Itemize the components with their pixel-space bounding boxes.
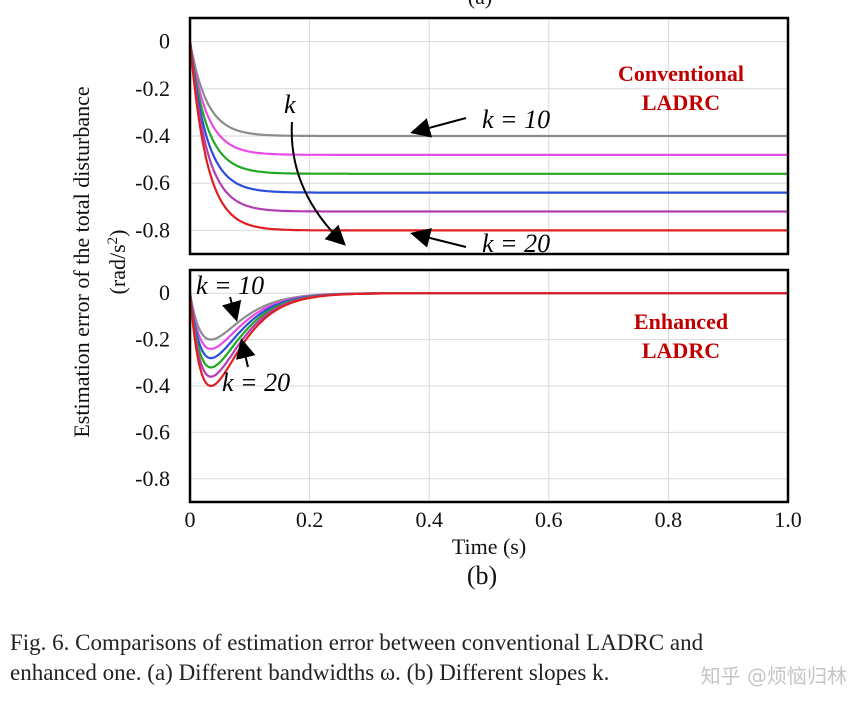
y-tick-label: -0.4 — [135, 123, 170, 148]
x-tick-labels: 0 0.2 0.4 0.6 0.8 1.0 — [185, 507, 802, 532]
k10-arrow — [221, 296, 242, 322]
series-line — [190, 41, 788, 213]
x-tick-label: 0.2 — [296, 507, 324, 532]
series-line — [190, 292, 788, 378]
y-unit-suffix: ) — [105, 230, 130, 237]
y-unit-prefix: (rad/s — [105, 244, 130, 294]
k10-label: k = 10 — [196, 271, 264, 300]
panel-enhanced: 0 -0.2 -0.4 -0.6 -0.8 0 0.2 0.4 0.6 0.8 1.0 Enhan… — [135, 268, 802, 532]
x-tick-label: 0.6 — [535, 507, 563, 532]
series-line — [190, 41, 788, 175]
figure: (a) 0 -0.2 -0.4 -0.6 -0.8 Conventional LADRC… — [69, 0, 802, 590]
k-arrow-label: k — [284, 90, 296, 119]
k20-arrow — [236, 338, 256, 368]
y-axis-label-line1: Estimation error of the total disturbanc… — [69, 86, 94, 437]
y-tick-label: 0 — [159, 29, 170, 54]
x-axis-label: Time (s) — [452, 534, 526, 559]
y-tick-label: -0.8 — [135, 217, 170, 242]
series-line — [190, 41, 788, 232]
axes-frame — [188, 268, 790, 504]
series-line — [190, 292, 788, 387]
caption-line2: enhanced one. (a) Different bandwidths ω… — [10, 660, 610, 685]
k20-label: k = 20 — [222, 368, 290, 397]
k20-label: k = 20 — [482, 229, 550, 258]
y-tick-labels: 0 -0.2 -0.4 -0.6 -0.8 — [135, 280, 170, 491]
panel-title-line1: Conventional — [618, 61, 744, 86]
panel-title-line2: LADRC — [642, 90, 720, 115]
x-tick-label: 1.0 — [774, 507, 802, 532]
y-tick-label: -0.2 — [135, 327, 170, 352]
subfig-label-b: (b) — [467, 561, 497, 590]
y-tick-label: -0.6 — [135, 419, 170, 444]
y-tick-label: -0.6 — [135, 170, 170, 195]
panel-title-line1: Enhanced — [634, 309, 728, 334]
watermark: 知乎 @烦恼归林 — [700, 664, 847, 688]
panel-title-line2: LADRC — [642, 338, 720, 363]
axes-frame — [188, 16, 790, 256]
series-line — [190, 41, 788, 194]
k10-label: k = 10 — [482, 105, 550, 134]
y-axis-label: Estimation error of the total disturbanc… — [69, 86, 94, 437]
k20-arrow — [410, 228, 467, 248]
series-group — [190, 292, 788, 387]
subfig-label-a: (a) — [468, 0, 492, 9]
y-tick-label: -0.2 — [135, 76, 170, 101]
x-tick-label: 0.4 — [415, 507, 443, 532]
caption-line1: Fig. 6. Comparisons of estimation error … — [10, 630, 704, 655]
y-axis-unit: (rad/s2) — [105, 230, 130, 295]
series-line — [190, 41, 788, 138]
y-tick-labels: 0 -0.2 -0.4 -0.6 -0.8 — [135, 29, 170, 243]
k10-arrow — [410, 117, 467, 138]
y-tick-label: -0.4 — [135, 373, 170, 398]
series-line — [190, 41, 788, 156]
y-unit-sup: 2 — [105, 237, 121, 245]
grid — [190, 270, 788, 502]
series-group — [190, 41, 788, 232]
x-tick-label: 0 — [185, 507, 196, 532]
panel-conventional: 0 -0.2 -0.4 -0.6 -0.8 Conventional LADRC k k… — [135, 16, 790, 258]
figure-caption: Fig. 6. Comparisons of estimation error … — [10, 628, 860, 688]
x-tick-label: 0.8 — [655, 507, 683, 532]
y-tick-label: 0 — [159, 280, 170, 305]
y-tick-label: -0.8 — [135, 466, 170, 491]
k-curved-arrow — [290, 121, 346, 246]
